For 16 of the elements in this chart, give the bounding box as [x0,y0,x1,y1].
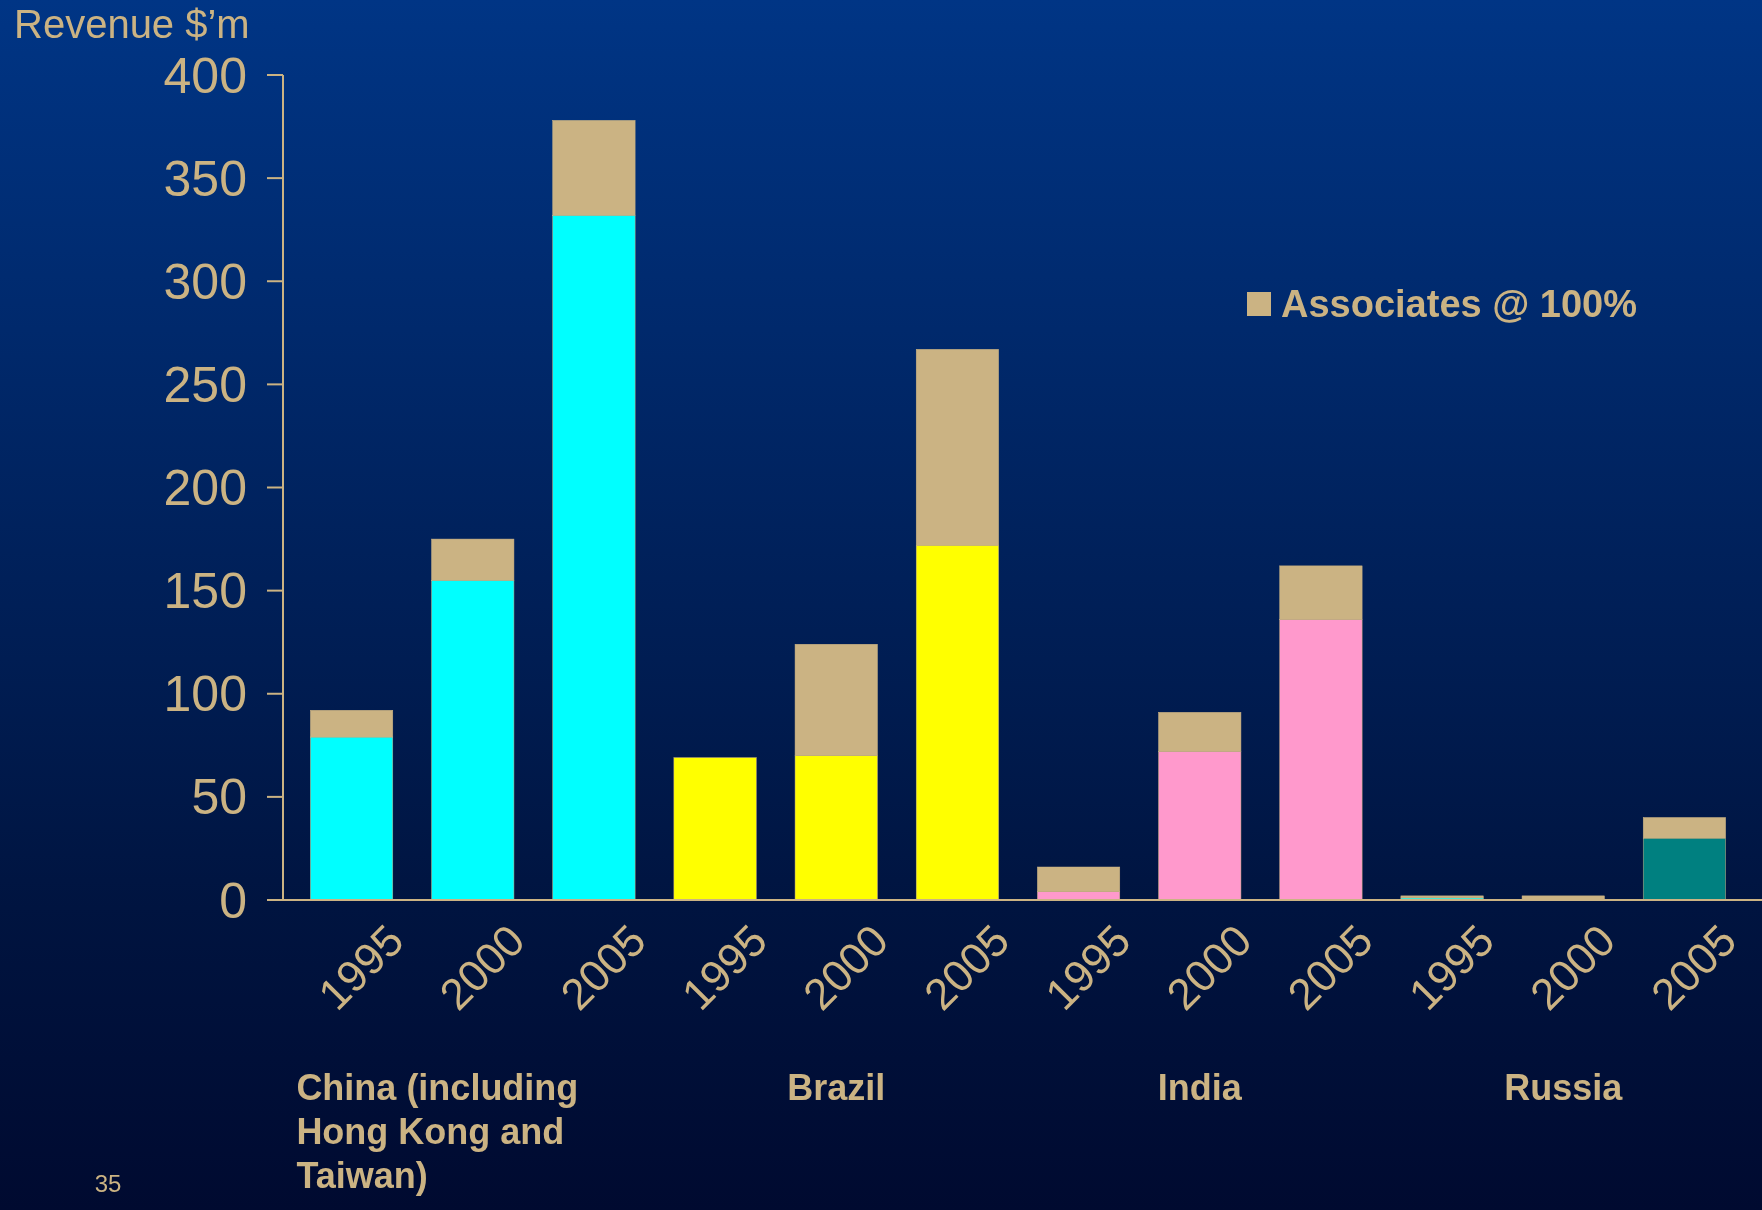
y-tick-label: 150 [163,563,247,620]
y-axis-title: Revenue $’m [14,2,250,46]
y-tick-label: 0 [219,872,247,929]
y-tick-label: 350 [163,150,247,207]
text: Russia [1504,1067,1624,1108]
text: India [1157,1067,1243,1108]
legend-label: Associates @ 100% [1281,283,1638,326]
y-tick-label: 100 [163,666,247,723]
y-tick-label: 200 [163,460,247,516]
y-tick-label: 50 [191,769,247,826]
y-tick-label: 300 [163,253,247,310]
text: China (including Hong Kong and Taiwan) [296,1067,579,1196]
y-tick-label: 400 [163,47,247,104]
text: 35 [94,1170,122,1197]
y-tick-label: 250 [163,356,247,413]
text: Brazil [787,1067,886,1108]
